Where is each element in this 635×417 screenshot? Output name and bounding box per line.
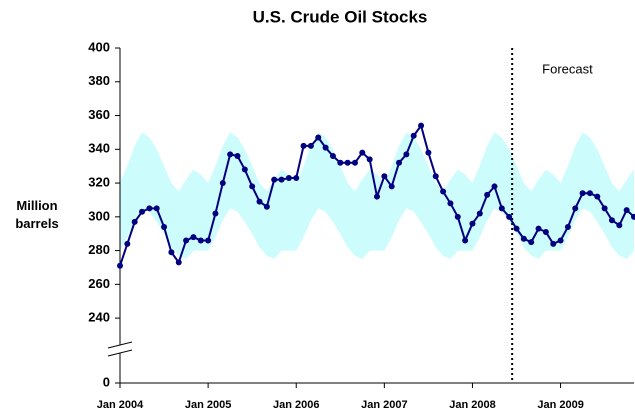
data-point: [601, 205, 608, 212]
data-point: [249, 183, 256, 190]
data-point: [418, 122, 425, 129]
data-point: [542, 229, 549, 236]
data-point: [205, 237, 212, 244]
data-point: [117, 262, 123, 269]
y-tick-label: 360: [88, 107, 110, 122]
y-tick-label: 240: [88, 310, 110, 325]
data-point: [520, 235, 527, 242]
y-tick-label: 300: [88, 208, 110, 223]
data-point: [219, 180, 226, 187]
chart-title: U.S. Crude Oil Stocks: [253, 7, 428, 26]
data-point: [594, 193, 601, 200]
x-tick-label: Jan 2007: [361, 399, 407, 411]
data-point: [293, 174, 300, 181]
data-point: [285, 174, 292, 181]
data-point: [396, 159, 403, 166]
data-point: [131, 218, 138, 225]
data-point: [153, 205, 160, 212]
data-point: [425, 149, 432, 156]
data-point: [227, 151, 234, 158]
x-tick-label: Jan 2004: [97, 399, 144, 411]
data-point: [616, 222, 623, 229]
data-point: [484, 191, 491, 198]
data-point: [498, 205, 505, 212]
data-point: [535, 225, 542, 232]
data-point: [359, 149, 366, 156]
data-point: [183, 237, 190, 244]
data-point: [300, 142, 307, 149]
y-tick-label: 320: [88, 174, 110, 189]
data-point: [190, 234, 197, 241]
data-point: [212, 210, 219, 217]
data-point: [278, 176, 285, 183]
data-point: [124, 240, 131, 247]
data-point: [344, 159, 351, 166]
data-point: [241, 166, 248, 173]
data-point: [329, 153, 336, 160]
data-point: [366, 156, 373, 163]
data-point: [410, 132, 417, 139]
axis-break: [107, 349, 133, 357]
data-point: [506, 213, 513, 220]
data-point: [175, 259, 182, 266]
data-point: [307, 142, 314, 149]
data-point: [403, 151, 410, 158]
data-point: [197, 237, 204, 244]
data-point: [351, 159, 358, 166]
y-tick-label: 0: [103, 374, 110, 389]
data-point: [572, 205, 579, 212]
y-tick-label: 280: [88, 242, 110, 257]
x-tick-label: Jan 2008: [449, 399, 495, 411]
data-point: [631, 213, 635, 220]
data-point: [462, 237, 469, 244]
data-point: [139, 208, 146, 215]
data-point: [623, 207, 630, 214]
data-point: [586, 190, 593, 197]
y-tick-label: 380: [88, 73, 110, 88]
data-point: [454, 213, 461, 220]
data-point: [263, 203, 270, 210]
data-point: [476, 210, 483, 217]
data-point: [469, 220, 476, 227]
data-point: [161, 223, 168, 230]
x-tick-label: Jan 2006: [273, 399, 319, 411]
data-point: [432, 173, 439, 180]
data-point: [381, 173, 388, 180]
y-tick-label: 260: [88, 276, 110, 291]
data-point: [337, 159, 344, 166]
data-point: [234, 153, 241, 160]
data-point: [557, 237, 564, 244]
data-point: [388, 183, 395, 190]
data-point: [256, 198, 263, 205]
data-point: [374, 193, 380, 200]
data-point: [146, 205, 153, 212]
y-axis-label: Million barrels: [15, 198, 59, 231]
y-tick-label: 340: [88, 141, 110, 156]
data-point: [513, 225, 520, 232]
data-point: [528, 239, 535, 246]
data-point: [491, 183, 498, 190]
x-tick-label: Jan 2009: [537, 399, 583, 411]
data-point: [271, 176, 278, 183]
data-point: [315, 134, 322, 141]
data-point: [608, 217, 615, 224]
data-point: [447, 200, 454, 207]
data-point: [579, 190, 586, 197]
axis-break-gap: [117, 345, 123, 353]
x-tick-label: Jan 2005: [185, 399, 231, 411]
forecast-label: Forecast: [542, 61, 593, 76]
data-point: [564, 223, 571, 230]
data-point: [168, 249, 175, 256]
data-point: [322, 144, 329, 151]
y-tick-label: 400: [88, 39, 110, 54]
data-point: [440, 188, 447, 195]
axis-break: [107, 341, 133, 349]
data-point: [550, 240, 557, 247]
